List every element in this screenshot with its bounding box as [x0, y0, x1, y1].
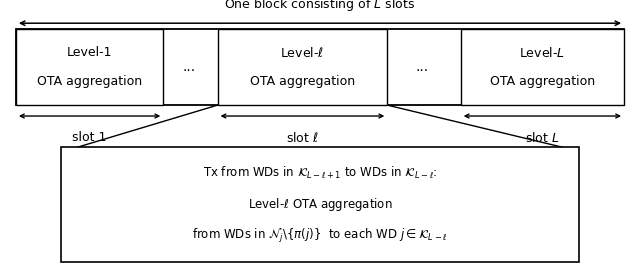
Text: One block consisting of $L$ slots: One block consisting of $L$ slots	[225, 0, 415, 13]
Text: OTA aggregation: OTA aggregation	[37, 75, 142, 88]
Bar	[61, 147, 579, 262]
Text: slot $\ell$: slot $\ell$	[286, 131, 319, 145]
Bar	[461, 29, 624, 105]
Text: Level-$\ell$ OTA aggregation: Level-$\ell$ OTA aggregation	[248, 196, 392, 213]
Text: Tx from WDs in $\mathcal{K}_{L-\ell+1}$ to WDs in $\mathcal{K}_{L-\ell}$:: Tx from WDs in $\mathcal{K}_{L-\ell+1}$ …	[203, 165, 437, 181]
Bar	[16, 29, 624, 105]
Text: OTA aggregation: OTA aggregation	[250, 75, 355, 88]
Bar	[218, 29, 387, 105]
Text: slot 1: slot 1	[72, 131, 107, 144]
Text: slot $L$: slot $L$	[525, 131, 560, 145]
Text: Level-$\ell$: Level-$\ell$	[280, 46, 324, 60]
Bar	[16, 29, 163, 105]
Text: Level-$L$: Level-$L$	[520, 46, 565, 60]
Text: Level-1: Level-1	[67, 46, 113, 59]
Text: ...: ...	[416, 60, 429, 74]
Text: ...: ...	[182, 60, 195, 74]
Text: OTA aggregation: OTA aggregation	[490, 75, 595, 88]
Text: from WDs in $\mathcal{N}_j\backslash\{\pi(j)\}$  to each WD $j\in\mathcal{K}_{L-: from WDs in $\mathcal{N}_j\backslash\{\p…	[192, 227, 448, 245]
